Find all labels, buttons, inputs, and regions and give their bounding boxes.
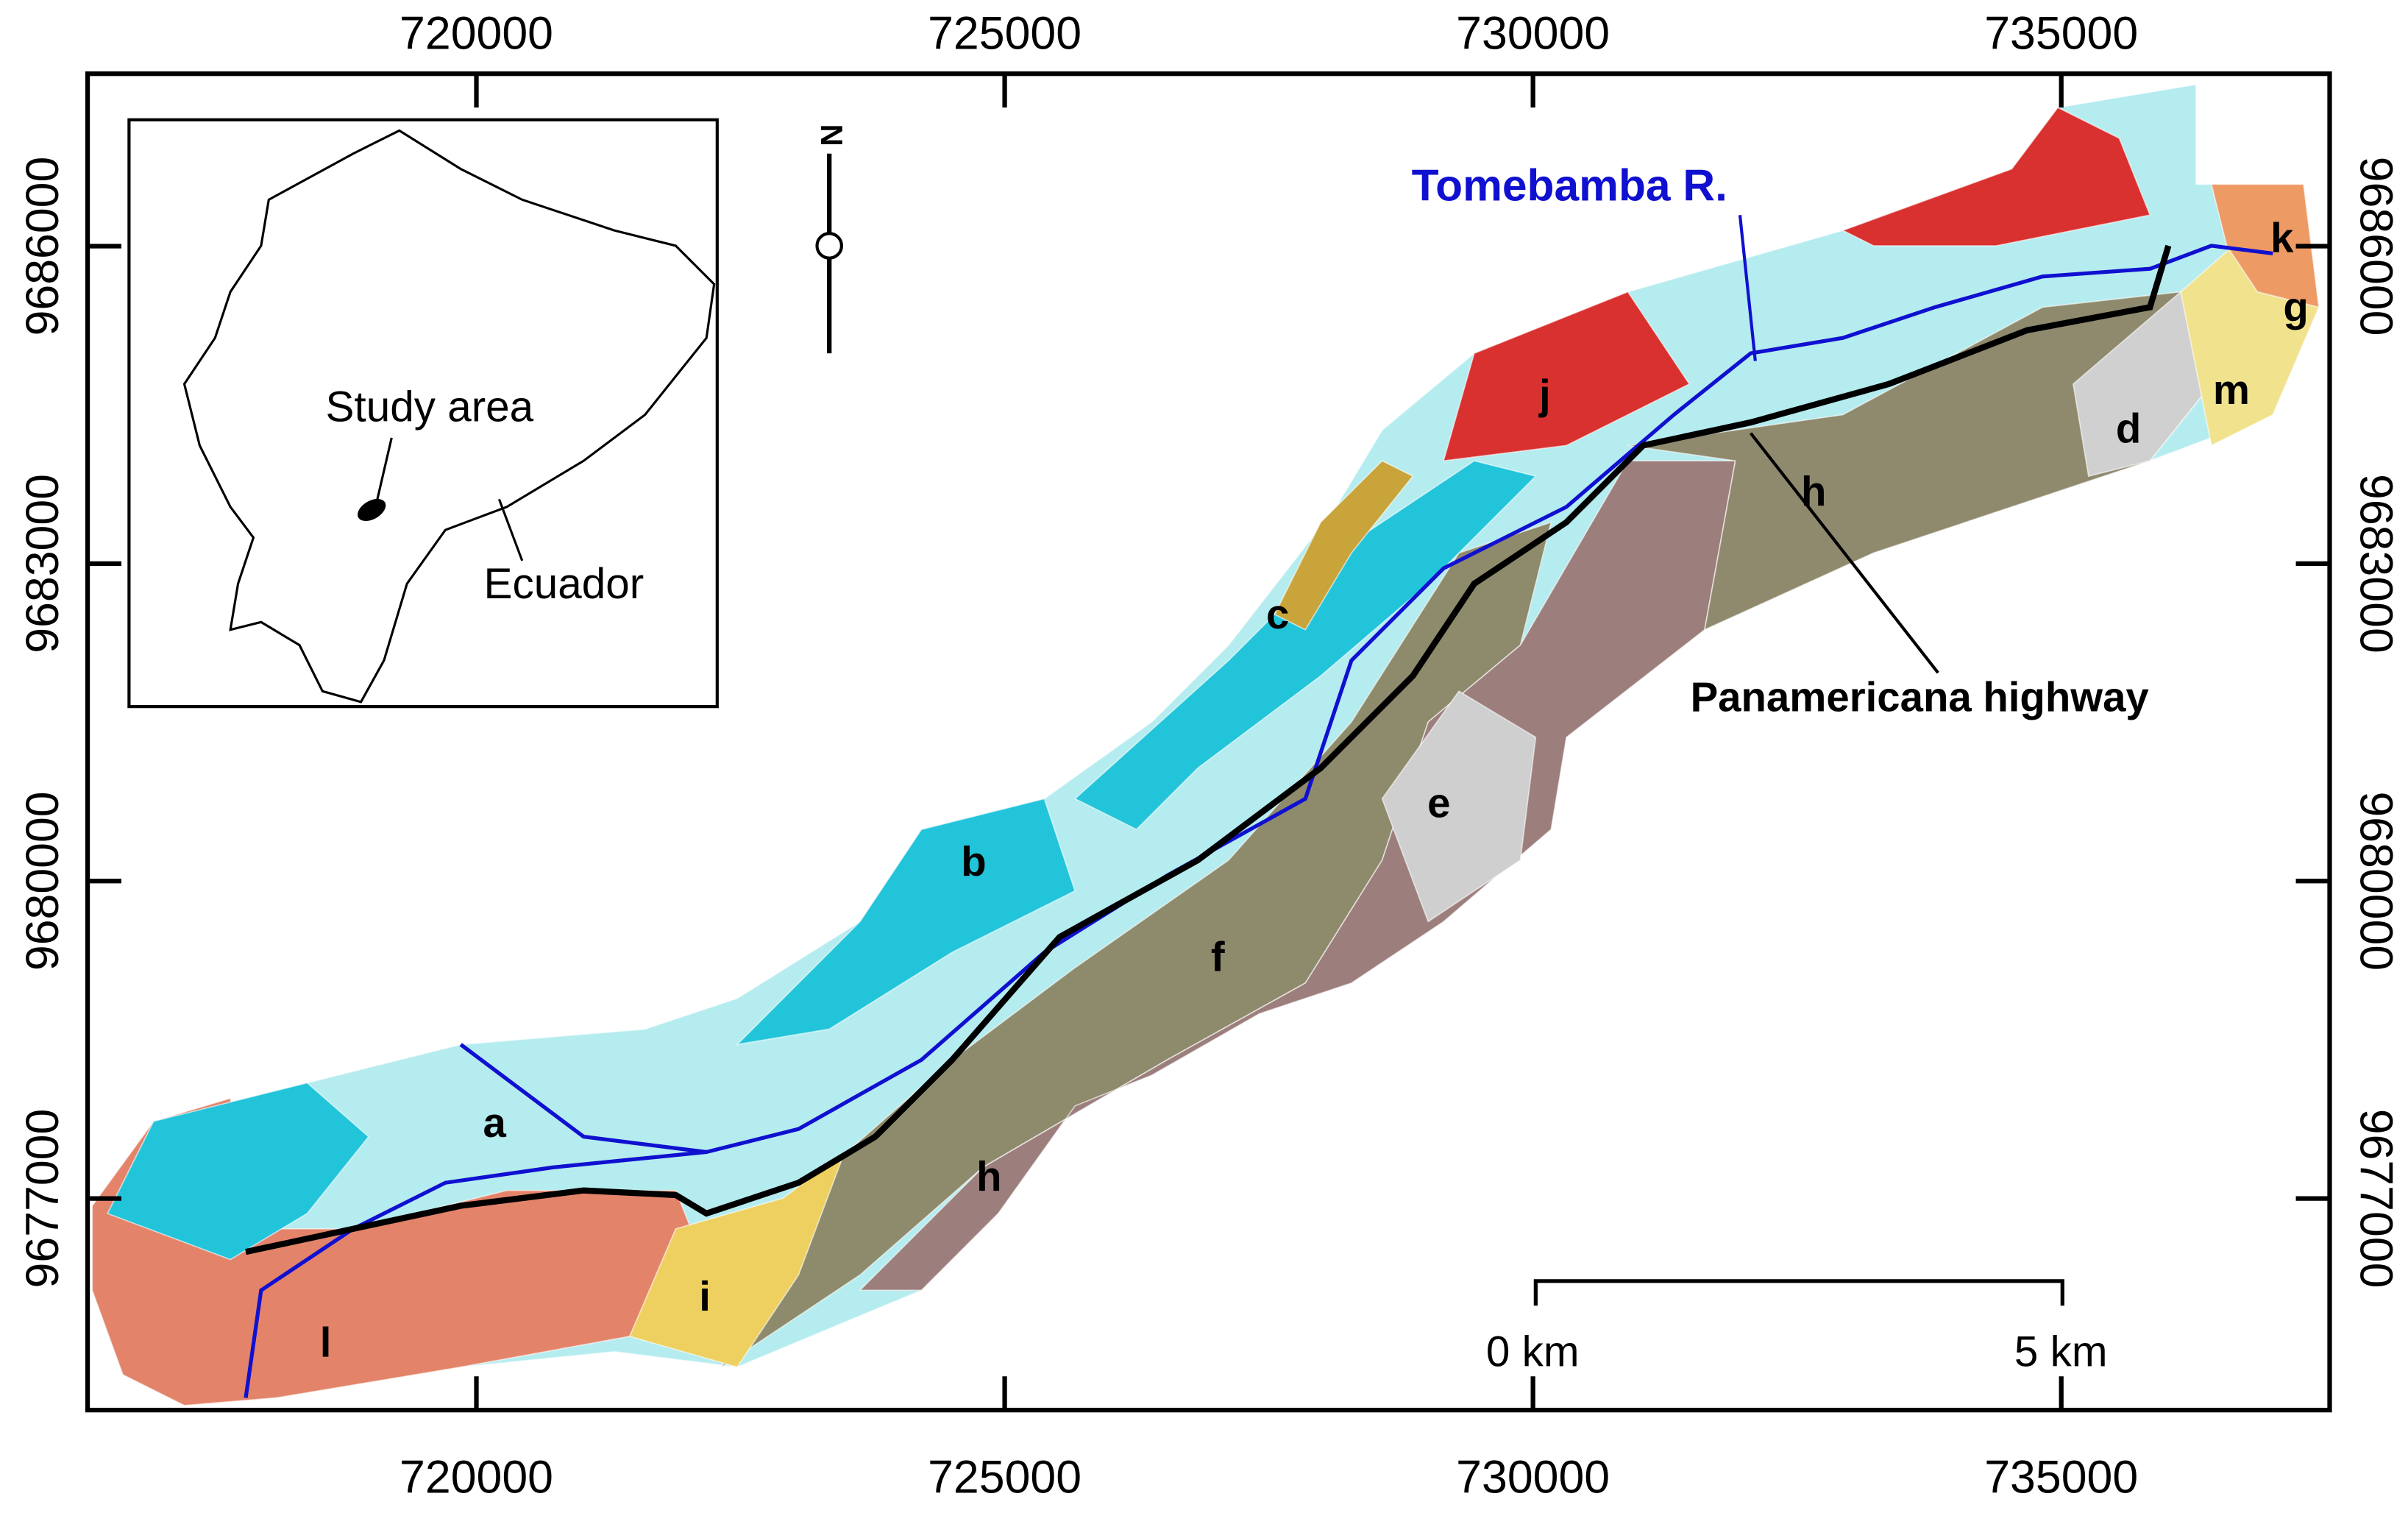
unit-label: h <box>976 1153 1001 1200</box>
river-branch <box>459 1043 707 1155</box>
river-label: Tomebamba R. <box>1412 160 1727 210</box>
scale-bar: 0 km 5 km <box>1486 1279 2108 1375</box>
unit-label: m <box>2213 366 2250 413</box>
map-frame <box>85 71 2332 1413</box>
unit-label: g <box>2283 284 2308 330</box>
inset-frame <box>127 118 719 709</box>
unit-labels: a b c d e f g h h i j k l m <box>320 215 2309 1366</box>
ecuador-outline <box>182 129 716 704</box>
y-tick-label: 9680000 <box>2350 791 2401 971</box>
coordinate-ticks: 720000 720000 725000 725000 730000 730000 7350… <box>17 8 2401 1503</box>
highway-label: Panamericana highway <box>1691 674 2150 720</box>
y-tick-label: 9686000 <box>17 157 68 336</box>
x-tick-label: 725000 <box>928 1452 1082 1503</box>
x-tick-label: 735000 <box>1984 1452 2138 1503</box>
unit-label: c <box>1266 591 1289 637</box>
unit-label: l <box>320 1319 332 1365</box>
country-label: Ecuador <box>484 560 644 608</box>
unit-red-north <box>1841 107 2151 247</box>
scale-bar-line <box>1533 1279 2064 1306</box>
north-arrow-circle <box>815 232 843 260</box>
north-label: N <box>814 124 849 146</box>
river-leader <box>1738 215 1757 361</box>
study-area-marker <box>358 498 386 522</box>
y-tick-label: 9686000 <box>2350 157 2401 336</box>
unit-j <box>1442 291 1691 462</box>
x-tick-label: 720000 <box>399 8 553 60</box>
unit-label: j <box>1538 372 1551 418</box>
x-tick-label: 725000 <box>928 8 1082 60</box>
x-tick-label: 730000 <box>1456 8 1610 60</box>
unit-label: i <box>699 1273 711 1319</box>
scale-end-label: 5 km <box>2014 1328 2108 1375</box>
unit-label: b <box>961 838 986 885</box>
x-tick-label: 720000 <box>399 1452 553 1503</box>
unit-label: e <box>1427 780 1450 826</box>
unit-label: d <box>2116 405 2141 451</box>
x-tick-label: 730000 <box>1456 1452 1610 1503</box>
scale-start-label: 0 km <box>1486 1328 1580 1375</box>
y-tick-label: 9680000 <box>17 791 68 971</box>
highway <box>245 244 2172 1255</box>
unit-c <box>1274 460 1414 631</box>
unit-h <box>858 460 1736 1291</box>
y-tick-label: 9683000 <box>2350 474 2401 653</box>
unit-a-dark <box>106 1082 370 1261</box>
unit-label: k <box>2270 215 2294 261</box>
inset: Study area Ecuador <box>127 118 719 709</box>
north-arrow: N <box>814 124 849 354</box>
unit-d <box>2073 291 2212 478</box>
y-tick-label: 9683000 <box>17 474 68 653</box>
geology-map <box>91 83 2320 1406</box>
unit-b <box>735 798 1076 1046</box>
ecuador-leader <box>497 498 524 561</box>
x-tick-label: 735000 <box>1984 8 2138 60</box>
unit-label: f <box>1211 933 1225 979</box>
unit-label: a <box>483 1099 506 1146</box>
unit-e <box>1381 690 1537 923</box>
river <box>244 244 2273 1398</box>
y-tick-label: 9677000 <box>2350 1109 2401 1289</box>
unit-label: h <box>1801 468 1826 514</box>
study-area-label: Study area <box>326 383 534 431</box>
unit-g <box>2210 183 2320 308</box>
study-area-leader <box>374 437 393 504</box>
y-tick-label: 9677000 <box>17 1109 68 1289</box>
highway-leader <box>1749 432 1939 674</box>
